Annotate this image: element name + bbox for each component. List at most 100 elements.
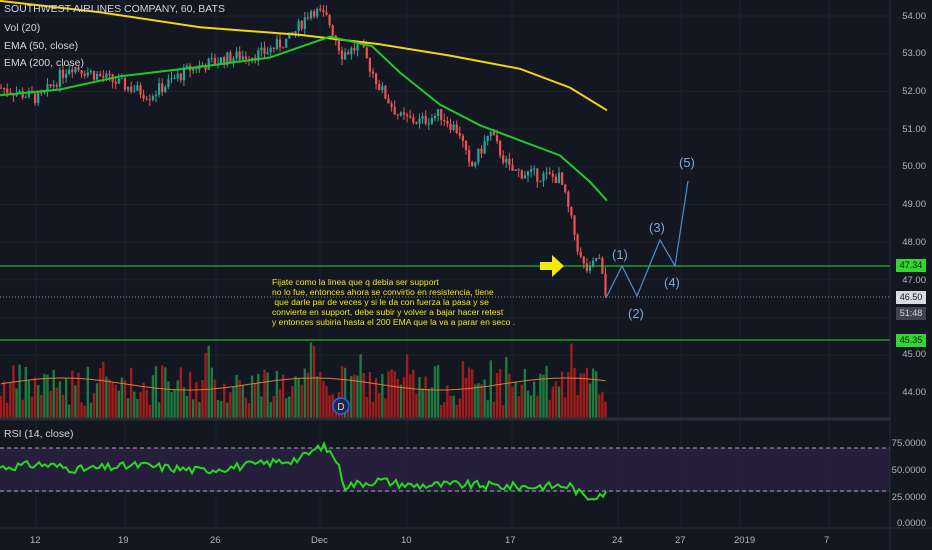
volume-bar xyxy=(95,383,99,418)
time-tick: 17 xyxy=(505,535,516,546)
dividend-badge[interactable] xyxy=(332,397,350,415)
volume-bar xyxy=(247,403,251,418)
volume-bar xyxy=(409,374,412,418)
volume-bar xyxy=(576,394,579,418)
volume-bar xyxy=(322,381,325,418)
volume-bar xyxy=(226,402,229,418)
volume-bar xyxy=(15,388,18,418)
volume-bar xyxy=(455,404,458,418)
candle-body xyxy=(424,115,427,124)
candle-body xyxy=(443,120,446,122)
candle-body xyxy=(235,51,238,59)
volume-bar xyxy=(105,376,108,418)
volume-bar xyxy=(436,365,440,418)
volume-bar xyxy=(474,384,477,418)
volume-bar xyxy=(164,367,167,418)
volume-bar xyxy=(238,380,241,418)
volume-bar xyxy=(483,379,486,418)
volume-bar xyxy=(452,395,455,418)
volume-bar xyxy=(260,396,263,418)
candle-body xyxy=(55,84,58,87)
chart-title[interactable]: SOUTHWEST AIRLINES COMPANY, 60, BATS xyxy=(4,3,225,15)
candle-body xyxy=(127,86,130,90)
volume-bar xyxy=(210,367,213,418)
volume-bar xyxy=(390,369,393,418)
candle-body xyxy=(313,11,316,17)
volume-bar xyxy=(378,392,381,418)
candle-body xyxy=(437,109,440,117)
volume-bar xyxy=(303,368,306,418)
wave-label-4: (4) xyxy=(664,275,680,290)
volume-bar xyxy=(526,390,530,418)
annotation-note[interactable]: Fijate como la linea que q debia ser sup… xyxy=(272,277,516,327)
volume-bar xyxy=(595,371,598,418)
volume-bar xyxy=(371,401,375,418)
volume-bar xyxy=(471,369,474,418)
countdown-tag: 51:48 xyxy=(896,307,926,320)
volume-bar xyxy=(188,371,192,418)
candle-body xyxy=(142,94,145,99)
candle-body xyxy=(393,107,396,115)
candle-body xyxy=(415,122,418,124)
candle-body xyxy=(418,118,421,124)
candle-body xyxy=(83,73,86,76)
candle-body xyxy=(505,158,508,163)
volume-bar xyxy=(573,367,576,418)
candle-body xyxy=(384,85,387,99)
volume-bar xyxy=(582,373,585,418)
candle-body xyxy=(325,12,328,15)
candle-body xyxy=(399,112,402,116)
volume-bar xyxy=(306,372,310,418)
volume-bar xyxy=(148,404,151,418)
volume-bar xyxy=(133,391,136,418)
candle-body xyxy=(204,65,207,70)
candle-body xyxy=(595,257,598,261)
volume-bar xyxy=(275,370,279,418)
volume-bar xyxy=(117,390,120,418)
candle-body xyxy=(102,76,105,78)
volume-bar xyxy=(402,376,406,418)
volume-bar xyxy=(74,385,77,418)
volume-bar xyxy=(18,364,21,418)
candle-body xyxy=(576,234,579,252)
candle-body xyxy=(71,69,74,73)
candle-body xyxy=(154,94,158,97)
candle-body xyxy=(145,98,148,100)
candle-body xyxy=(337,40,340,51)
volume-bar xyxy=(266,372,269,418)
ema50-legend[interactable]: EMA (50, close) xyxy=(4,40,79,52)
volume-bar xyxy=(387,371,390,418)
candle-body xyxy=(34,93,37,103)
candle-body xyxy=(375,73,378,85)
volume-bar xyxy=(130,367,133,418)
volume-legend[interactable]: Vol (20) xyxy=(4,22,41,34)
candle-body xyxy=(598,257,601,259)
rsi-tick: 25.0000 xyxy=(891,492,926,503)
volume-bar xyxy=(309,342,313,418)
rsi-legend[interactable]: RSI (14, close) xyxy=(4,428,74,440)
rsi-line xyxy=(0,440,607,501)
volume-bar xyxy=(126,398,130,418)
candle-body xyxy=(471,162,474,167)
candle-body xyxy=(347,52,350,55)
candle-body xyxy=(483,141,486,154)
ema200-legend[interactable]: EMA (200, close) xyxy=(4,57,84,69)
candle-body xyxy=(257,50,260,61)
volume-bar xyxy=(359,354,362,418)
candle-body xyxy=(430,118,433,124)
candle-body xyxy=(387,98,390,104)
volume-bar xyxy=(505,356,508,418)
volume-bar xyxy=(89,402,93,418)
volume-bar xyxy=(21,399,24,418)
volume-bar xyxy=(52,369,55,418)
candle-body xyxy=(120,78,123,80)
volume-bar xyxy=(399,384,403,418)
volume-bar xyxy=(182,387,186,418)
volume-bar xyxy=(278,389,282,418)
volume-bar xyxy=(539,373,542,418)
volume-bar xyxy=(520,384,523,418)
candle-body xyxy=(77,67,80,71)
volume-bar xyxy=(446,385,449,418)
candle-body xyxy=(303,17,306,29)
